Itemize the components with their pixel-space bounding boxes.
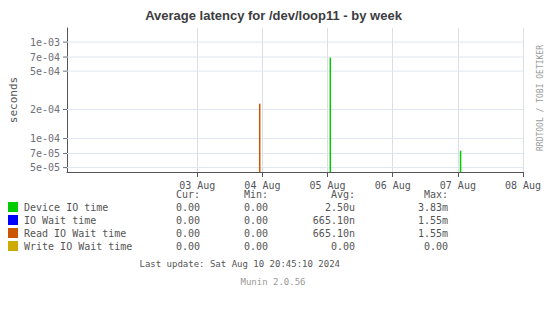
svg-text:2e-04: 2e-04 [30,104,60,115]
svg-text:Max:: Max: [423,188,448,200]
svg-text:Avg:: Avg: [330,188,355,200]
svg-text:08 Aug: 08 Aug [505,180,541,191]
svg-text:1e-04: 1e-04 [30,133,60,144]
svg-text:5e-05: 5e-05 [30,162,60,173]
svg-text:0.00: 0.00 [424,241,448,252]
svg-text:Read IO Wait time: Read IO Wait time [24,228,126,239]
svg-text:1.55m: 1.55m [418,228,448,239]
svg-text:7e-04: 7e-04 [30,52,60,63]
svg-text:5e-04: 5e-04 [30,66,60,77]
svg-text:Write IO Wait time: Write IO Wait time [24,241,132,252]
svg-text:1e-03: 1e-03 [30,37,60,48]
svg-text:03 Aug: 03 Aug [179,180,215,191]
svg-text:0.00: 0.00 [176,241,200,252]
svg-text:2.50u: 2.50u [325,202,355,213]
svg-text:seconds: seconds [7,77,20,123]
svg-text:Device IO time: Device IO time [24,202,108,213]
svg-text:Average latency for /dev/loop1: Average latency for /dev/loop11 - by wee… [145,8,403,23]
svg-text:Min:: Min: [243,188,268,200]
svg-text:Cur:: Cur: [175,188,200,200]
svg-text:7e-05: 7e-05 [30,148,60,159]
svg-text:3.83m: 3.83m [418,202,448,213]
svg-text:0.00: 0.00 [176,215,200,226]
svg-text:07 Aug: 07 Aug [440,180,476,191]
svg-text:RRDTOOL / TOBI OETIKER: RRDTOOL / TOBI OETIKER [536,45,545,151]
svg-text:Munin 2.0.56: Munin 2.0.56 [240,277,305,287]
svg-text:0.00: 0.00 [244,241,268,252]
svg-text:665.10n: 665.10n [313,215,355,226]
svg-text:Last update: Sat Aug 10 20:45:: Last update: Sat Aug 10 20:45:10 2024 [140,259,340,269]
svg-text:04 Aug: 04 Aug [244,180,280,191]
svg-text:IO Wait time: IO Wait time [24,215,96,226]
svg-text:0.00: 0.00 [331,241,355,252]
svg-text:0.00: 0.00 [176,228,200,239]
svg-text:0.00: 0.00 [244,202,268,213]
svg-text:0.00: 0.00 [244,215,268,226]
svg-text:0.00: 0.00 [244,228,268,239]
svg-text:665.10n: 665.10n [313,228,355,239]
svg-text:05 Aug: 05 Aug [310,180,346,191]
svg-text:06 Aug: 06 Aug [375,180,411,191]
svg-text:0.00: 0.00 [176,202,200,213]
svg-text:1.55m: 1.55m [418,215,448,226]
